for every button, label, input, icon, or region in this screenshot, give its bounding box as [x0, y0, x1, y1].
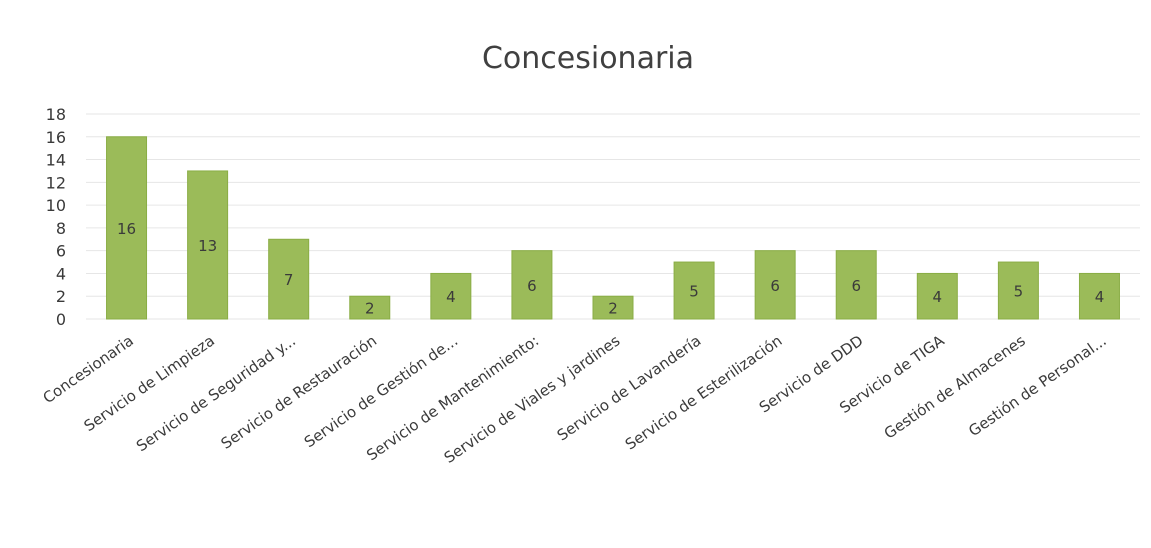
- data-labels: 16 13 7 2 4 6 2 5 6 6 4 5 4: [117, 220, 1104, 318]
- bar: [511, 250, 553, 320]
- data-label: 5: [1014, 283, 1024, 301]
- x-category-label: Gestión de Personal...: [965, 332, 1109, 441]
- data-label: 16: [117, 220, 136, 238]
- data-label: 6: [770, 277, 780, 295]
- bars: [106, 136, 1120, 320]
- y-tick-label: 16: [46, 128, 66, 147]
- x-category-label: Servicio de Limpieza: [81, 332, 218, 436]
- data-label: 6: [527, 277, 537, 295]
- bar: [997, 261, 1039, 320]
- data-label: 5: [689, 283, 699, 301]
- bar: [268, 238, 310, 320]
- data-label: 7: [284, 271, 294, 289]
- bar: [430, 272, 472, 320]
- bar: [592, 295, 634, 320]
- chart-title: Concesionaria: [482, 41, 694, 76]
- data-label: 2: [608, 300, 618, 318]
- x-category-label: Gestión de Almacenes: [881, 331, 1029, 442]
- bar: [754, 250, 796, 320]
- bar: [106, 136, 148, 320]
- y-tick-label: 4: [56, 264, 66, 283]
- y-axis-ticks: 0 2 4 6 8 10 12 14 16 18: [46, 105, 66, 329]
- data-label: 4: [1095, 288, 1105, 306]
- bar: [187, 170, 229, 320]
- data-label: 13: [198, 237, 217, 255]
- y-tick-label: 10: [46, 196, 66, 215]
- x-category-label: Servicio de Esterilización: [622, 332, 786, 454]
- y-tick-label: 8: [56, 219, 66, 238]
- x-category-label: Servicio de Lavandería: [554, 332, 705, 445]
- bar: [349, 295, 391, 320]
- data-label: 4: [446, 288, 456, 306]
- y-tick-label: 0: [56, 310, 66, 329]
- y-tick-label: 2: [56, 287, 66, 306]
- x-category-label: Servicio de Restauración: [218, 332, 380, 453]
- y-tick-label: 6: [56, 242, 66, 261]
- bar: [1078, 272, 1120, 320]
- data-label: 6: [851, 277, 861, 295]
- bar: [835, 250, 877, 320]
- y-tick-label: 18: [46, 105, 66, 124]
- y-tick-label: 12: [46, 173, 66, 192]
- data-label: 4: [933, 288, 943, 306]
- bar: [916, 272, 958, 320]
- x-category-label: Servicio de Seguridad y...: [133, 332, 299, 456]
- data-label: 2: [365, 300, 375, 318]
- x-category-label: Servicio de Gestión de...: [301, 332, 461, 452]
- bar: [673, 261, 715, 320]
- gridlines: [86, 113, 1140, 320]
- y-tick-label: 14: [46, 151, 66, 170]
